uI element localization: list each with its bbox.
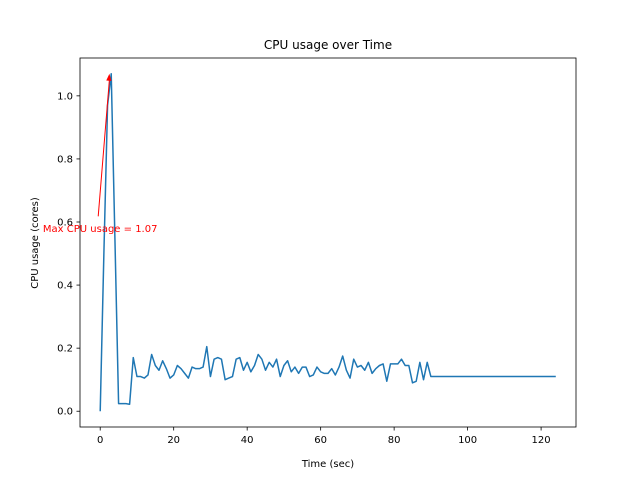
y-tick-label: 0.0 xyxy=(57,407,73,418)
x-axis: 0 20 40 60 80 100 120 xyxy=(97,427,551,446)
annotation-arrowhead xyxy=(106,73,112,81)
plot-area xyxy=(99,73,556,412)
x-tick-label: 120 xyxy=(532,435,551,446)
y-axis: 0.0 0.2 0.4 0.6 0.8 1.0 xyxy=(57,91,80,418)
x-tick-label: 60 xyxy=(314,435,327,446)
y-tick-label: 0.8 xyxy=(57,154,73,165)
annotation-layer: Max CPU usage = 1.07 xyxy=(43,73,158,235)
y-tick-label: 0.6 xyxy=(57,218,73,229)
series-line-0 xyxy=(99,73,556,412)
annotation-text: Max CPU usage = 1.07 xyxy=(43,224,158,235)
x-tick-label: 20 xyxy=(167,435,180,446)
x-tick-label: 40 xyxy=(241,435,254,446)
plot-frame xyxy=(79,57,577,428)
x-tick-label: 0 xyxy=(97,435,103,446)
annotation-arrow xyxy=(97,79,110,217)
x-tick-label: 80 xyxy=(388,435,401,446)
chart-title: CPU usage over Time xyxy=(264,38,392,52)
y-tick-label: 0.4 xyxy=(57,281,73,292)
y-tick-label: 0.2 xyxy=(57,344,73,355)
x-axis-label: Time (sec) xyxy=(301,459,354,470)
x-tick-label: 100 xyxy=(458,435,477,446)
y-tick-label: 1.0 xyxy=(57,91,73,102)
y-axis-label: CPU usage (cores) xyxy=(30,197,41,289)
